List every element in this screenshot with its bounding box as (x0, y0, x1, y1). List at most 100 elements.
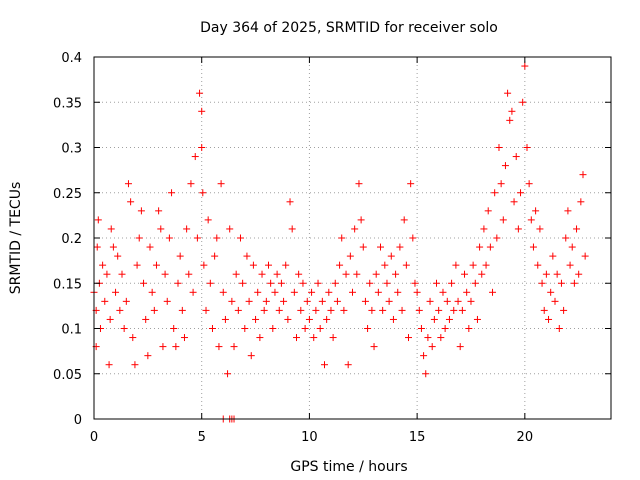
data-point (247, 352, 255, 360)
data-point (157, 225, 165, 233)
data-point (411, 279, 419, 287)
data-point (297, 306, 305, 314)
data-point (101, 297, 109, 305)
y-tick-label: 0.35 (53, 96, 82, 111)
x-tick-label: 20 (517, 430, 534, 445)
data-point (573, 225, 581, 233)
data-point (398, 306, 406, 314)
data-point (336, 261, 344, 269)
data-point (301, 325, 309, 332)
data-point (185, 270, 193, 278)
data-point (538, 279, 546, 287)
data-point (135, 234, 143, 242)
data-point (506, 116, 514, 124)
data-point (236, 234, 244, 242)
data-point (286, 198, 294, 206)
data-point (241, 325, 249, 332)
data-point (288, 225, 296, 233)
data-point (325, 288, 333, 296)
data-point (521, 62, 529, 70)
data-point (292, 334, 300, 342)
data-point (484, 207, 492, 215)
data-point (202, 306, 210, 314)
data-point (422, 370, 430, 378)
data-point (269, 325, 277, 332)
data-point (230, 343, 238, 351)
data-point (333, 297, 341, 305)
data-point (198, 144, 206, 151)
data-point (560, 306, 568, 314)
data-point (353, 270, 361, 278)
data-point (534, 261, 542, 269)
data-point (551, 297, 559, 305)
data-point (273, 270, 281, 278)
y-tick-label: 0.3 (61, 142, 82, 157)
data-point (176, 252, 184, 260)
data-point (282, 261, 290, 269)
data-point (200, 261, 208, 269)
data-point (189, 288, 197, 296)
data-point (249, 261, 257, 269)
data-point (458, 306, 466, 314)
data-point (372, 270, 380, 278)
data-point (525, 180, 533, 188)
data-point (94, 216, 102, 224)
data-point (499, 216, 507, 224)
data-point (193, 234, 201, 242)
data-point (545, 315, 553, 323)
data-point (568, 243, 576, 251)
data-point (150, 306, 158, 314)
data-point (527, 216, 535, 224)
data-point (519, 98, 527, 106)
grid (94, 57, 611, 419)
data-point (351, 225, 359, 233)
data-point (226, 225, 234, 233)
data-point (469, 261, 477, 269)
data-point (131, 361, 139, 369)
data-point (508, 107, 516, 115)
y-tick-label: 0.1 (61, 323, 82, 338)
data-point (344, 361, 352, 369)
data-point (178, 306, 186, 314)
data-point (389, 315, 397, 323)
data-point (428, 343, 436, 351)
data-point (407, 180, 415, 188)
data-point (106, 315, 114, 323)
data-point (168, 189, 176, 197)
data-point (536, 225, 544, 233)
data-point (155, 207, 163, 215)
data-point (417, 325, 425, 332)
data-point (146, 243, 154, 251)
data-point (491, 189, 499, 197)
data-point (394, 288, 402, 296)
data-point (517, 189, 525, 197)
data-point (478, 270, 486, 278)
data-point (581, 252, 589, 260)
y-tick-label: 0 (74, 413, 82, 428)
data-point (387, 252, 395, 260)
data-point (476, 243, 484, 251)
y-axis: 0 0.05 0.1 0.15 0.2 0.25 0.3 0.35 0.4 (53, 51, 611, 428)
data-point (290, 288, 298, 296)
data-point (120, 325, 128, 332)
data-point (579, 171, 587, 179)
data-point (400, 216, 408, 224)
data-point (577, 198, 585, 206)
data-point (161, 270, 169, 278)
data-point (258, 270, 266, 278)
data-point (284, 315, 292, 323)
data-point (243, 252, 251, 260)
data-point (280, 297, 288, 305)
data-point (129, 334, 137, 342)
data-point (512, 153, 520, 161)
data-point (497, 180, 505, 188)
data-point (204, 216, 212, 224)
data-point (303, 297, 311, 305)
data-point (271, 288, 279, 296)
data-point (213, 234, 221, 242)
data-point (105, 361, 113, 369)
data-point (165, 234, 173, 242)
data-point (140, 279, 148, 287)
data-point (191, 153, 199, 161)
